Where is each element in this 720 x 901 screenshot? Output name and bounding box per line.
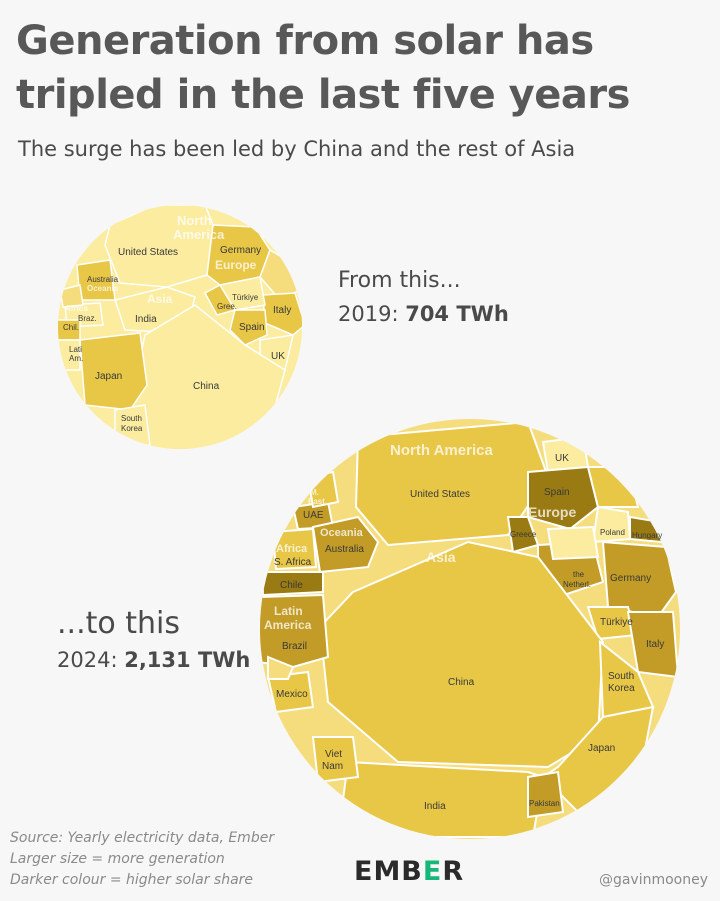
logo-right: R — [442, 856, 465, 887]
label-south-korea-2024a: South — [608, 671, 634, 682]
callout-2024-prefix: 2024: — [57, 648, 125, 672]
region-label-africa-2024: Africa — [276, 543, 308, 555]
label-australia-2019: Australia — [87, 275, 119, 284]
region-label-latin-america-2024a: Latin — [274, 604, 303, 618]
callout-2019-total: 704 TWh — [405, 302, 509, 326]
author-handle: @gavinmooney — [598, 872, 708, 888]
label-japan-2019: Japan — [95, 371, 122, 382]
ember-logo: EMBER — [354, 856, 464, 887]
cell-spain-2019 — [229, 309, 268, 346]
footer-source: Source: Yearly electricity data, Ember — [10, 830, 275, 846]
label-turkiye-2019: Türkiye — [232, 293, 259, 302]
region-label-latin-america-2024b: America — [264, 618, 312, 632]
bubble-2024: North America Europe Asia Oceania Africa… — [260, 419, 680, 839]
label-germany-2024: Germany — [610, 573, 651, 584]
label-india-2024: India — [424, 801, 446, 812]
label-united-states-2024: United States — [410, 489, 470, 500]
cell-africa-2019 — [59, 284, 84, 308]
callout-2024-head: ...to this — [57, 606, 181, 641]
label-south-korea-2019a: South — [121, 414, 142, 423]
label-poland-2024: Poland — [600, 528, 625, 537]
label-spain-2024: Spain — [544, 487, 570, 498]
label-germany-2019: Germany — [220, 245, 261, 256]
label-south-korea-2019b: Korea — [121, 424, 143, 433]
logo-left: EMB — [354, 856, 423, 887]
label-brazil-2019: Braz. — [78, 314, 97, 323]
label-uae-2024: UAE — [303, 510, 324, 521]
callout-2024-total: 2,131 TWh — [124, 648, 251, 672]
region-label-mideast-2024b: East — [308, 497, 325, 506]
label-india-2019: India — [135, 314, 157, 325]
region-label-asia-2024: Asia — [426, 549, 456, 565]
label-china-2019: China — [193, 381, 220, 392]
label-hungary-2024: Hungary — [632, 531, 662, 540]
label-italy-2019: Italy — [273, 305, 291, 316]
chart-subtitle: The surge has been led by China and the … — [18, 137, 576, 161]
cell-africa-2024 — [271, 527, 318, 571]
label-united-states-2019: United States — [118, 247, 178, 258]
chart-title: Generation from solar has tripled in the… — [16, 18, 630, 118]
label-netherlands-2024a: the — [573, 570, 585, 579]
label-brazil-2024: Brazil — [282, 641, 307, 652]
cell-europe-misc-2024 — [586, 466, 640, 508]
labels-2024: North America Europe Asia Oceania Africa… — [264, 442, 664, 812]
label-netherlands-2024b: Netherl. — [563, 580, 591, 589]
footer-colour-note: Darker colour = higher solar share — [10, 872, 254, 888]
cell-pakistan-2024 — [527, 770, 565, 819]
region-label-africa-2019: Africa — [65, 304, 88, 313]
cell-australia-2024 — [311, 515, 380, 574]
label-south-africa-2024: S. Africa — [274, 557, 312, 568]
cell-viet-nam-2024 — [311, 736, 360, 784]
label-china-2024: China — [448, 677, 475, 688]
cell-latin-misc-2024 — [267, 655, 295, 680]
callout-2019-year: 2019: 704 TWh — [338, 302, 509, 326]
cell-japan-2019 — [79, 332, 148, 411]
label-greece-2024: Greece — [510, 530, 537, 539]
label-latin-2019b: Am. — [69, 354, 83, 363]
region-label-oceania-2019: Oceania — [87, 284, 119, 293]
label-latin-2019a: Lati — [69, 345, 82, 354]
callout-2019-prefix: 2019: — [338, 302, 406, 326]
region-label-north-america-2019b: America — [173, 227, 225, 242]
label-chile-2024: Chile — [280, 580, 303, 591]
region-label-europe-2024: Europe — [528, 504, 576, 520]
cell-india-2024 — [336, 760, 545, 838]
label-japan-2024: Japan — [588, 743, 615, 754]
footer-size-note: Larger size = more generation — [10, 851, 225, 867]
label-viet-nam-2024b: Nam — [322, 761, 343, 772]
cell-brazil-2024 — [260, 593, 330, 669]
label-uk-2019: UK — [271, 351, 285, 362]
logo-mark: E — [422, 856, 443, 887]
callout-2019-head: From this... — [338, 268, 461, 293]
label-uk-2024: UK — [555, 453, 569, 464]
label-pakistan-2024: Pakistan — [529, 799, 560, 808]
cell-mexico-2024 — [266, 670, 315, 714]
region-label-north-america-2019: North — [177, 213, 212, 228]
label-chile-2019: Chil. — [63, 323, 79, 332]
label-turkiye-2024: Türkiye — [600, 617, 633, 628]
label-spain-2019: Spain — [239, 322, 265, 333]
cell-germany-2024 — [601, 540, 678, 619]
label-south-korea-2024b: Korea — [608, 683, 635, 694]
region-label-mideast-2024a: M. — [310, 488, 319, 497]
label-australia-2024: Australia — [325, 544, 364, 555]
label-italy-2024: Italy — [646, 639, 664, 650]
label-mexico-2024: Mexico — [276, 689, 308, 700]
label-greece-2019: Gree. — [217, 302, 237, 311]
labels-2019: North America Europe Asia Oceania Africa… — [63, 213, 291, 433]
label-viet-nam-2024a: Viet — [325, 749, 342, 760]
region-label-north-america-2024: North America — [390, 442, 493, 459]
cell-netherlands-light-2024 — [546, 525, 600, 561]
callout-2024-year: 2024: 2,131 TWh — [57, 648, 250, 672]
region-label-europe-2019: Europe — [215, 258, 257, 272]
bubble-2019: North America Europe Asia Oceania Africa… — [58, 205, 302, 449]
cell-greece-2019 — [203, 284, 237, 316]
region-label-asia-2019: Asia — [147, 292, 173, 306]
cell-spain-2024 — [527, 465, 600, 531]
region-label-oceania-2024: Oceania — [320, 527, 364, 539]
